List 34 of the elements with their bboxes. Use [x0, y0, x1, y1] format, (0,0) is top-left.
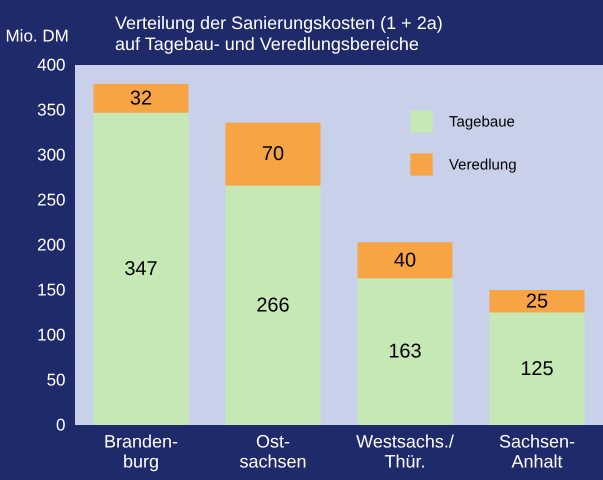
data-label: 40	[394, 249, 416, 272]
legend-label: Tagebaue	[449, 114, 515, 130]
data-label: 266	[256, 294, 290, 316]
text: auf Tagebau- und Veredlungsbereiche	[115, 34, 419, 54]
y-tick-label: 0	[56, 416, 66, 434]
x-tick-label: Westsachs./ Thür.	[356, 432, 454, 472]
y-tick-label: 350	[37, 100, 66, 120]
x-tick-label: Branden- burg	[104, 432, 178, 472]
legend-label: Veredlung	[449, 156, 517, 174]
y-tick-label: 300	[37, 146, 66, 164]
bar	[489, 290, 585, 312]
bar	[489, 312, 585, 425]
bar	[357, 278, 453, 425]
bar	[225, 122, 321, 186]
y-tick-label: 200	[37, 236, 66, 254]
data-label: 347	[124, 258, 158, 280]
y-tick-label: 150	[37, 280, 66, 300]
bar	[93, 84, 189, 113]
x-tick-label: Sachsen- Anhalt	[498, 432, 576, 472]
data-label: 125	[520, 358, 554, 380]
y-tick-label: 400	[37, 56, 66, 74]
data-label: 25	[526, 290, 548, 312]
y-axis-title: Mio. DM	[6, 26, 69, 46]
data-label: 70	[262, 143, 284, 166]
data-label: 163	[388, 340, 422, 363]
bar	[357, 242, 453, 278]
bar	[225, 186, 321, 425]
bar	[93, 112, 189, 425]
data-label: 32	[130, 87, 152, 110]
y-tick-label: 100	[37, 326, 66, 344]
y-tick-label: 250	[37, 190, 66, 210]
x-tick-label: Ost- sachsen	[239, 432, 307, 472]
y-tick-label: 50	[46, 370, 66, 390]
text: Verteilung der Sanierungskosten (1 + 2a)	[115, 13, 443, 33]
